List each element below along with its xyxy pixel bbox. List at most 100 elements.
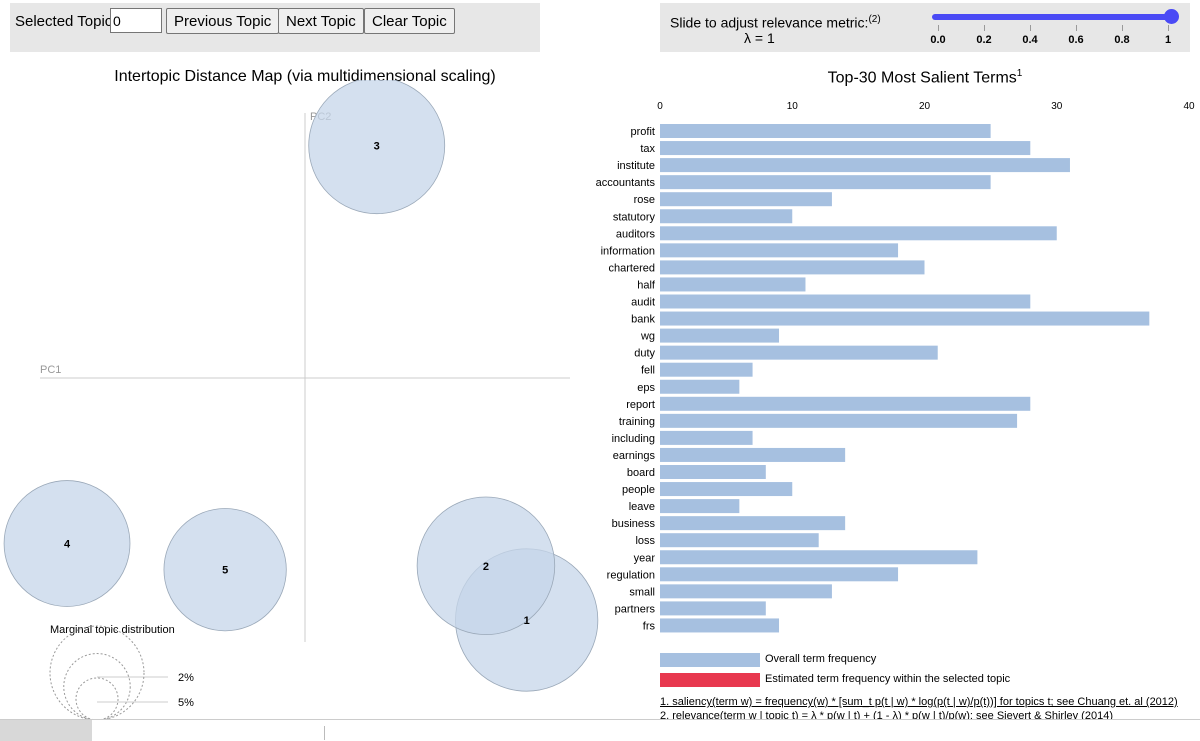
x-tick-label: 10 bbox=[787, 101, 799, 112]
bar-leave[interactable] bbox=[660, 499, 740, 514]
term-label[interactable]: eps bbox=[637, 382, 655, 394]
bar-auditors[interactable] bbox=[660, 226, 1057, 241]
bottom-scrollbar[interactable] bbox=[0, 719, 1200, 741]
saliency-footnote-link[interactable]: 1. saliency(term w) = frequency(w) * [su… bbox=[660, 696, 1178, 708]
term-label[interactable]: rose bbox=[634, 194, 655, 206]
bar-title-footnote: 1 bbox=[1016, 68, 1023, 79]
term-label[interactable]: loss bbox=[635, 535, 655, 547]
bar-statutory[interactable] bbox=[660, 209, 793, 224]
marginal-circle bbox=[75, 677, 119, 720]
bar-tax[interactable] bbox=[660, 141, 1031, 156]
term-label[interactable]: audit bbox=[631, 297, 655, 309]
salient-terms-chart: 0 10 20 30 40 profit tax institute accountants r… bbox=[596, 101, 1195, 633]
bar-people[interactable] bbox=[660, 482, 793, 497]
bar-earnings[interactable] bbox=[660, 447, 846, 462]
term-label[interactable]: business bbox=[612, 518, 656, 530]
bar-training[interactable] bbox=[660, 413, 1018, 428]
pc1-label: PC1 bbox=[40, 364, 61, 376]
term-label[interactable]: duty bbox=[634, 348, 655, 360]
term-label[interactable]: chartered bbox=[609, 262, 655, 274]
lambda-tick-label: 0.4 bbox=[1022, 34, 1038, 46]
bar-duty[interactable] bbox=[660, 345, 938, 360]
bar-fell[interactable] bbox=[660, 362, 753, 377]
term-label[interactable]: information bbox=[601, 245, 655, 257]
lambda-footnote: (2) bbox=[868, 14, 881, 25]
term-label[interactable]: wg bbox=[640, 331, 655, 343]
bar-loss[interactable] bbox=[660, 533, 819, 548]
bar-wg[interactable] bbox=[660, 328, 780, 343]
bar-frs[interactable] bbox=[660, 618, 780, 633]
lambda-slider-thumb[interactable] bbox=[1164, 9, 1179, 24]
term-label[interactable]: bank bbox=[631, 314, 655, 326]
term-label[interactable]: frs bbox=[643, 620, 656, 632]
lambda-tick-mark bbox=[1030, 25, 1031, 31]
term-label[interactable]: partners bbox=[615, 603, 656, 615]
clear-topic-button[interactable]: Clear Topic bbox=[364, 8, 455, 34]
bar-including[interactable] bbox=[660, 430, 753, 445]
bar-regulation[interactable] bbox=[660, 567, 899, 582]
term-label[interactable]: tax bbox=[640, 143, 655, 155]
bar-partners[interactable] bbox=[660, 601, 766, 616]
term-label[interactable]: small bbox=[629, 586, 655, 598]
marginal-title: Marginal topic distribution bbox=[50, 624, 175, 636]
legend-overall-label: Overall term frequency bbox=[765, 653, 877, 665]
bar-board[interactable] bbox=[660, 465, 766, 479]
x-tick-label: 0 bbox=[657, 101, 663, 112]
term-label[interactable]: training bbox=[619, 416, 655, 428]
lambda-slider-track[interactable] bbox=[932, 14, 1172, 20]
lambda-tick-label: 0.6 bbox=[1068, 34, 1084, 46]
topic-label-4: 4 bbox=[64, 539, 71, 551]
term-label[interactable]: profit bbox=[631, 126, 655, 138]
term-label[interactable]: auditors bbox=[616, 228, 656, 240]
term-label[interactable]: half bbox=[637, 279, 656, 291]
marginal-label: 2% bbox=[178, 672, 194, 684]
term-label[interactable]: report bbox=[626, 399, 655, 411]
topic-circle-5[interactable] bbox=[163, 508, 287, 632]
lambda-tick-label: 0.8 bbox=[1114, 34, 1130, 46]
topic-circle-3[interactable] bbox=[308, 80, 446, 215]
bar-bank[interactable] bbox=[660, 311, 1150, 326]
bar-year[interactable] bbox=[660, 550, 978, 565]
mds-title: Intertopic Distance Map (via multidimens… bbox=[114, 68, 496, 85]
bar-eps[interactable] bbox=[660, 379, 740, 394]
bar-institute[interactable] bbox=[660, 158, 1070, 173]
bar-profit[interactable] bbox=[660, 124, 991, 138]
term-label[interactable]: fell bbox=[641, 365, 655, 377]
next-topic-button[interactable]: Next Topic bbox=[278, 8, 364, 34]
term-label[interactable]: people bbox=[622, 484, 655, 496]
lambda-tick-mark bbox=[938, 25, 939, 31]
bar-chartered[interactable] bbox=[660, 260, 925, 275]
x-tick-label: 30 bbox=[1051, 101, 1063, 112]
term-label[interactable]: regulation bbox=[607, 569, 655, 581]
lambda-tick-mark bbox=[1122, 25, 1123, 31]
bar-accountants[interactable] bbox=[660, 175, 991, 190]
bar-report[interactable] bbox=[660, 396, 1031, 411]
lambda-tick-mark bbox=[1076, 25, 1077, 31]
term-label[interactable]: accountants bbox=[596, 177, 656, 189]
term-label[interactable]: including bbox=[612, 433, 655, 445]
topic-label-2: 2 bbox=[483, 561, 489, 573]
bar-business[interactable] bbox=[660, 516, 846, 531]
bar-rose[interactable] bbox=[660, 192, 832, 207]
term-label[interactable]: year bbox=[634, 552, 656, 564]
term-label[interactable]: earnings bbox=[613, 450, 656, 462]
topic-circle-2[interactable] bbox=[416, 496, 556, 635]
bottom-divider bbox=[324, 726, 325, 740]
bar-half[interactable] bbox=[660, 277, 806, 292]
legend-overall-swatch bbox=[660, 653, 760, 667]
bottom-scroll-thumb[interactable] bbox=[0, 720, 92, 741]
bar-information[interactable] bbox=[660, 243, 899, 258]
lambda-tick-mark bbox=[1168, 25, 1169, 31]
term-label[interactable]: leave bbox=[629, 501, 655, 513]
selected-topic-input[interactable] bbox=[110, 8, 162, 33]
term-label[interactable]: board bbox=[627, 467, 655, 479]
marginal-label: 5% bbox=[178, 697, 194, 709]
term-label[interactable]: institute bbox=[617, 160, 655, 172]
x-tick-label: 40 bbox=[1183, 101, 1195, 112]
topic-circle-4[interactable] bbox=[3, 480, 131, 607]
previous-topic-button[interactable]: Previous Topic bbox=[166, 8, 280, 34]
term-label[interactable]: statutory bbox=[613, 211, 656, 223]
bar-audit[interactable] bbox=[660, 294, 1031, 309]
bar-small[interactable] bbox=[660, 584, 832, 599]
